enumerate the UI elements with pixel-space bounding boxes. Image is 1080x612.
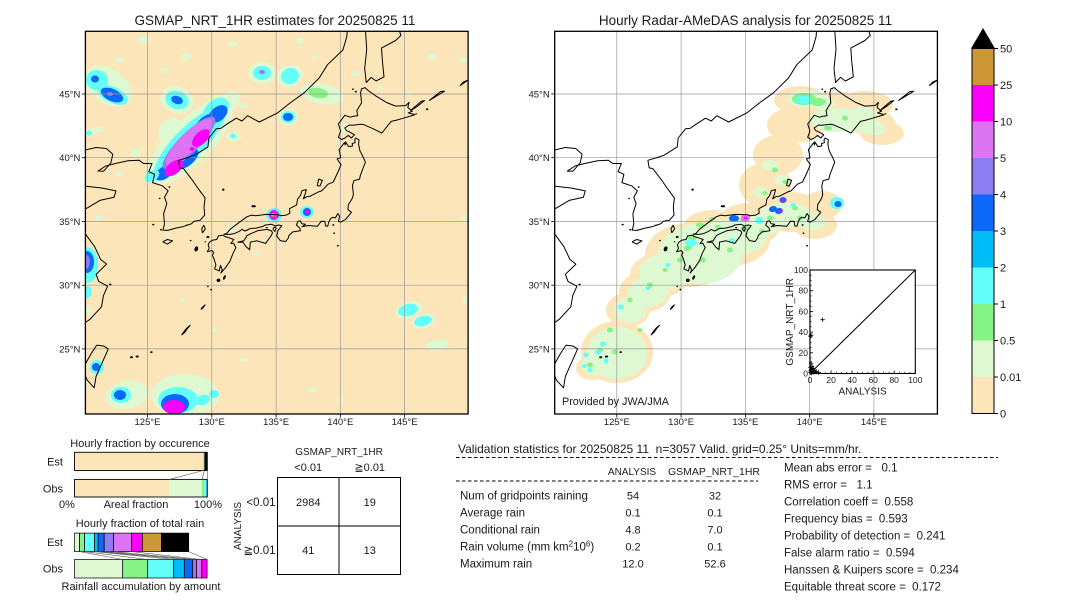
svg-text:ANALYSIS: ANALYSIS [839, 387, 887, 398]
svg-text:4.8: 4.8 [625, 525, 640, 537]
svg-text:100: 100 [908, 375, 922, 385]
svg-text:RMS error = 1.1: RMS error = 1.1 [784, 480, 873, 492]
svg-text:41: 41 [302, 545, 314, 557]
svg-text:35°N: 35°N [59, 217, 80, 228]
svg-text:Average rain: Average rain [460, 508, 525, 520]
svg-text:40: 40 [799, 327, 809, 337]
svg-text:Probability of detection = 0.: Probability of detection = 0.241 [784, 531, 945, 543]
svg-text:52.6: 52.6 [704, 559, 725, 571]
svg-text:10: 10 [1000, 117, 1012, 129]
svg-text:25°N: 25°N [59, 344, 80, 355]
svg-text:30°N: 30°N [59, 281, 80, 292]
svg-text:≧0.01: ≧0.01 [243, 545, 275, 557]
svg-text:50: 50 [1000, 44, 1012, 56]
svg-text:140°E: 140°E [797, 417, 823, 428]
svg-text:140°E: 140°E [327, 417, 353, 428]
svg-text:60: 60 [799, 306, 809, 316]
svg-text:19: 19 [364, 497, 376, 509]
svg-text:135°E: 135°E [732, 417, 758, 428]
svg-text:3: 3 [1000, 226, 1006, 238]
svg-text:Rain volume (mm km2106): Rain volume (mm km2106) [460, 540, 594, 554]
svg-text:20: 20 [799, 348, 809, 358]
svg-text:Hourly fraction of total rain: Hourly fraction of total rain [76, 518, 204, 530]
svg-text:Correlation coeff = 0.558: Correlation coeff = 0.558 [784, 497, 913, 509]
svg-text:0: 0 [803, 369, 808, 379]
svg-text:4: 4 [1000, 190, 1006, 202]
svg-text:Validation statistics for 2025: Validation statistics for 20250825 11 n=… [458, 442, 861, 456]
svg-text:80: 80 [889, 375, 899, 385]
svg-text:45°N: 45°N [59, 90, 80, 101]
svg-text:Maximum rain: Maximum rain [460, 559, 532, 571]
svg-text:<0.01: <0.01 [246, 497, 275, 509]
svg-text:Obs: Obs [43, 484, 64, 496]
svg-text:Rainfall accumulation by amoun: Rainfall accumulation by amount [62, 581, 221, 593]
svg-text:2: 2 [1000, 263, 1006, 275]
svg-text:Equitable threat score = 0.17: Equitable threat score = 0.172 [784, 582, 941, 594]
svg-text:Mean abs error = 0.1: Mean abs error = 0.1 [784, 463, 897, 475]
svg-text:5: 5 [1000, 153, 1006, 165]
svg-text:0: 0 [808, 375, 813, 385]
svg-text:7.0: 7.0 [707, 525, 722, 537]
svg-text:GSMAP_NRT_1HR: GSMAP_NRT_1HR [295, 447, 383, 458]
svg-text:Conditional rain: Conditional rain [460, 525, 540, 537]
svg-text:Obs: Obs [43, 564, 64, 576]
svg-text:0: 0 [1000, 409, 1006, 421]
svg-text:60: 60 [868, 375, 878, 385]
svg-text:30°N: 30°N [528, 281, 549, 292]
svg-text:1: 1 [1000, 299, 1006, 311]
svg-text:100: 100 [794, 265, 808, 275]
svg-text:GSMAP_NRT_1HR estimates for 20: GSMAP_NRT_1HR estimates for 20250825 11 [135, 13, 416, 28]
svg-text:145°E: 145°E [861, 417, 887, 428]
svg-text:0.5: 0.5 [1000, 336, 1015, 348]
svg-text:40°N: 40°N [528, 153, 549, 164]
svg-text:Provided by JWA/JMA: Provided by JWA/JMA [562, 396, 670, 408]
svg-text:40°N: 40°N [59, 153, 80, 164]
svg-text:Frequency bias = 0.593: Frequency bias = 0.593 [784, 514, 908, 526]
svg-text:12.0: 12.0 [622, 559, 643, 571]
svg-text:≧0.01: ≧0.01 [354, 462, 385, 474]
svg-text:GSMAP_NRT_1HR: GSMAP_NRT_1HR [668, 466, 760, 478]
svg-text:80: 80 [799, 286, 809, 296]
svg-text:Num of gridpoints raining: Num of gridpoints raining [460, 491, 588, 503]
svg-text:Hourly Radar-AMeDAS analysis f: Hourly Radar-AMeDAS analysis for 2025082… [599, 13, 892, 28]
svg-text:135°E: 135°E [263, 417, 289, 428]
svg-text:2984: 2984 [296, 497, 320, 509]
svg-text:40: 40 [847, 375, 857, 385]
svg-text:Est: Est [47, 537, 63, 549]
svg-text:100%: 100% [194, 499, 222, 511]
svg-text:25°N: 25°N [528, 344, 549, 355]
svg-text:ANALYSIS: ANALYSIS [233, 502, 244, 550]
svg-text:Hanssen & Kuipers score = 0.2: Hanssen & Kuipers score = 0.234 [784, 565, 959, 577]
svg-text:Areal fraction: Areal fraction [104, 499, 169, 511]
svg-text:35°N: 35°N [528, 217, 549, 228]
svg-text:32: 32 [709, 491, 721, 503]
svg-text:0.01: 0.01 [1000, 372, 1021, 384]
svg-text:54: 54 [627, 491, 639, 503]
svg-text:145°E: 145°E [392, 417, 418, 428]
svg-text:130°E: 130°E [199, 417, 225, 428]
svg-text:0%: 0% [59, 499, 75, 511]
svg-text:False alarm ratio = 0.594: False alarm ratio = 0.594 [784, 548, 915, 560]
svg-text:Hourly fraction by occurence: Hourly fraction by occurence [70, 438, 209, 450]
svg-text:0.1: 0.1 [707, 508, 722, 520]
svg-text:ANALYSIS: ANALYSIS [608, 467, 656, 478]
svg-text:125°E: 125°E [604, 417, 630, 428]
svg-text:20: 20 [826, 375, 836, 385]
svg-text:130°E: 130°E [668, 417, 694, 428]
svg-text:0.1: 0.1 [625, 508, 640, 520]
svg-text:0.1: 0.1 [707, 542, 722, 554]
svg-text:125°E: 125°E [135, 417, 161, 428]
svg-text:GSMAP_NRT_1HR: GSMAP_NRT_1HR [785, 278, 796, 366]
svg-text:13: 13 [364, 545, 376, 557]
svg-text:<0.01: <0.01 [294, 462, 322, 474]
svg-text:45°N: 45°N [528, 90, 549, 101]
svg-text:0.2: 0.2 [625, 542, 640, 554]
svg-text:25: 25 [1000, 80, 1012, 92]
svg-text:Est: Est [47, 457, 63, 469]
